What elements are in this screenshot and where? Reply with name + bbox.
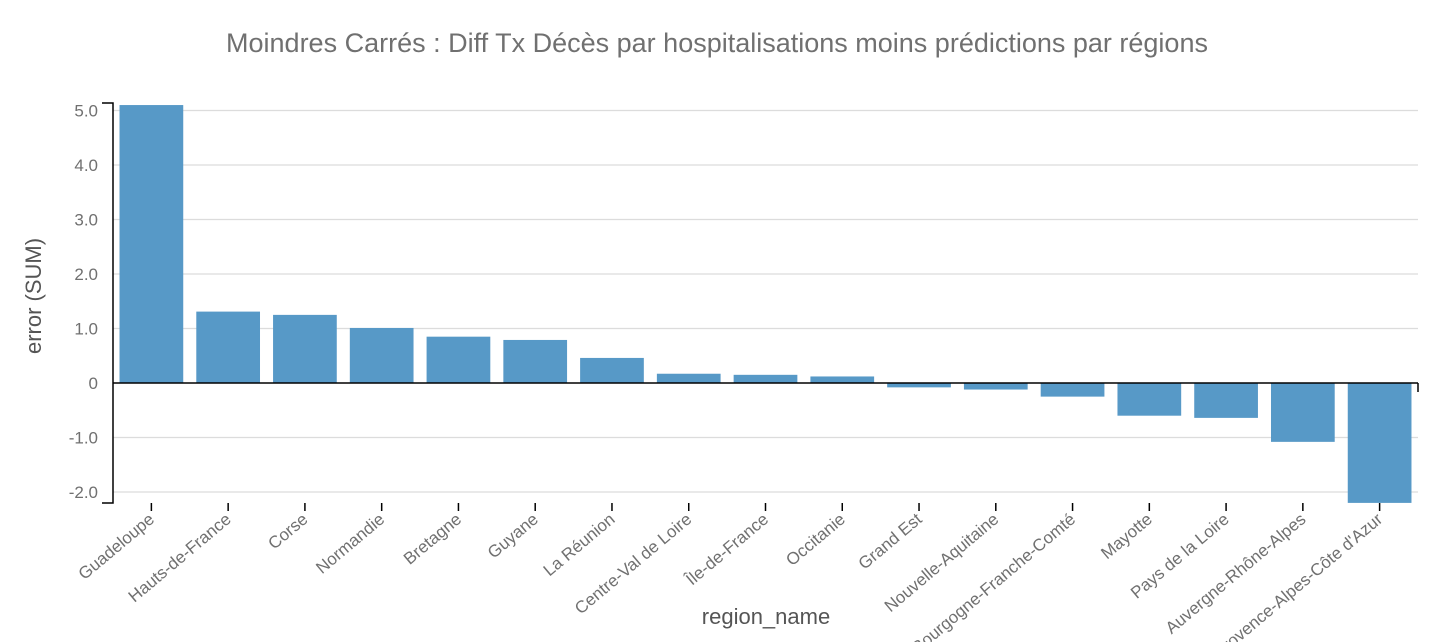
bars <box>119 105 1412 503</box>
bar <box>273 314 337 383</box>
bar <box>426 336 491 383</box>
bar <box>887 383 951 388</box>
x-tick-label: Bretagne <box>400 510 465 569</box>
x-axis-title: region_name <box>702 604 830 629</box>
chart-title: Moindres Carrés : Diff Tx Décès par hosp… <box>226 28 1208 58</box>
x-tick-label: Occitanie <box>782 510 849 570</box>
x-tick-label: Île-de-France <box>682 510 772 590</box>
y-tick-label: 4.0 <box>74 156 98 175</box>
x-tick-label: Mayotte <box>1097 510 1156 563</box>
bar <box>1117 383 1182 416</box>
x-tick-label: Corse <box>265 510 312 554</box>
bar <box>1270 383 1335 442</box>
x-tick-label: Auvergne-Rhône-Alpes <box>1162 510 1310 638</box>
x-tick-label: La Réunion <box>540 510 619 580</box>
y-tick-label: 5.0 <box>74 102 98 121</box>
bar <box>733 374 798 383</box>
y-axis-line <box>102 102 114 504</box>
y-tick-label: -1.0 <box>69 429 98 448</box>
bar <box>580 357 644 383</box>
x-tick-label: Normandie <box>312 510 388 578</box>
axes <box>102 102 1419 511</box>
bar <box>656 373 721 383</box>
x-tick-label: Guadeloupe <box>75 510 158 584</box>
bar <box>963 383 1028 390</box>
x-tick-label: Grand Est <box>855 509 926 573</box>
y-tick-label: 2.0 <box>74 265 98 284</box>
bar <box>1194 383 1258 418</box>
y-axis-title: error (SUM) <box>21 238 46 354</box>
x-tick-label: Guyane <box>484 510 542 563</box>
grid-lines <box>113 109 1418 493</box>
y-tick-label: 1.0 <box>74 320 98 339</box>
bar <box>1040 383 1105 397</box>
bar <box>196 311 261 383</box>
y-tick-label: 3.0 <box>74 211 98 230</box>
y-tick-labels: 5.0 4.0 3.0 2.0 1.0 0 -1.0 -2.0 <box>69 102 98 503</box>
y-tick-label: -2.0 <box>69 483 98 502</box>
bar <box>810 376 875 383</box>
bar <box>119 105 184 384</box>
bar <box>1347 383 1412 503</box>
bar <box>503 339 568 383</box>
y-tick-label: 0 <box>89 374 98 393</box>
bar <box>349 327 414 383</box>
